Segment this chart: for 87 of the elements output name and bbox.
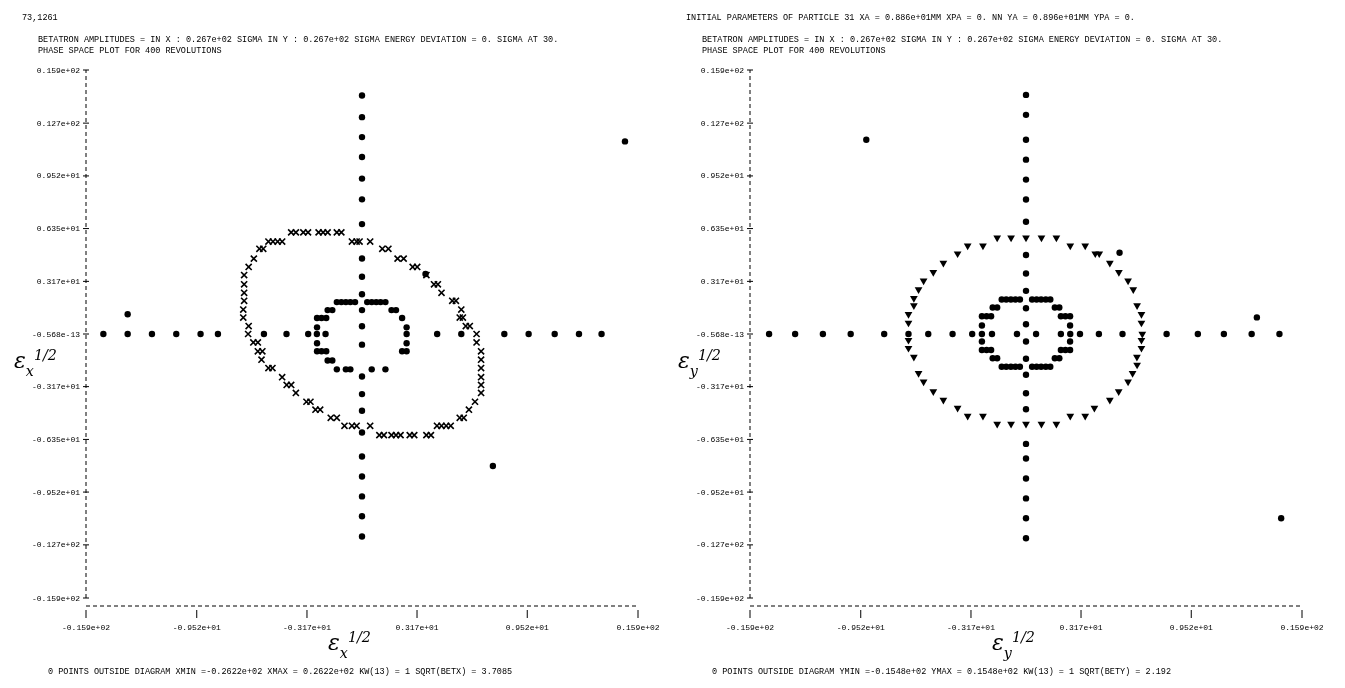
- y-tick-label: -0.127e+02: [31, 540, 81, 550]
- y-tick-label: 0.159e+02: [700, 65, 745, 75]
- point: [993, 235, 1002, 243]
- point: [914, 287, 923, 294]
- x-tick-label: -0.159e+02: [61, 623, 111, 632]
- point: [979, 413, 987, 421]
- y-tick-label: -0.635e+01: [695, 434, 745, 444]
- y-tick-label: 0.317e+01: [36, 276, 81, 286]
- y-tick-label: 0.635e+01: [36, 224, 81, 234]
- x-tick-label: 0.317e+01: [1059, 623, 1103, 632]
- point: [904, 312, 913, 319]
- point: [1137, 337, 1146, 345]
- x-tick-label: 0.952e+01: [505, 623, 550, 632]
- point: [904, 320, 913, 328]
- point: [909, 354, 918, 362]
- x-tick-label: 0.159e+02: [616, 623, 660, 632]
- point: [993, 421, 1002, 429]
- point: [1081, 243, 1090, 251]
- y-tick-label: -0.127e+02: [695, 540, 745, 550]
- point: [963, 413, 972, 421]
- x-tick-label: 0.952e+01: [1169, 623, 1214, 632]
- y-tick-label: 0.127e+02: [700, 118, 745, 128]
- chart-subtitle: PHASE SPACE PLOT FOR 400 REVOLUTIONS: [38, 46, 222, 56]
- x-tick-label: 0.159e+02: [1280, 623, 1324, 632]
- point: [1037, 421, 1046, 429]
- point: [1022, 421, 1030, 429]
- y-tick-label: 0.952e+01: [700, 171, 745, 181]
- point: [904, 345, 913, 353]
- point: [963, 243, 972, 251]
- x-tick-label: -0.317e+01: [946, 623, 996, 632]
- point: [1052, 421, 1061, 429]
- y-tick-label: 0.159e+02: [36, 65, 81, 75]
- x-tick-label: -0.952e+01: [836, 623, 885, 632]
- point: [1128, 371, 1137, 378]
- y-tick-label: -0.635e+01: [31, 434, 81, 444]
- y-tick-label: -0.952e+01: [695, 487, 745, 497]
- point: [909, 303, 918, 311]
- x-tick-label: -0.159e+02: [725, 623, 775, 632]
- y-tick-label: -0.159e+02: [31, 593, 81, 603]
- point: [1007, 235, 1015, 243]
- point: [1133, 303, 1141, 311]
- y-tick-label: 0.952e+01: [36, 171, 81, 181]
- y-tick-label: 0.127e+02: [36, 118, 81, 128]
- y-tick-label: -0.568e-13: [31, 329, 81, 339]
- x-tick-label: 0.317e+01: [395, 623, 439, 632]
- y-tick-label: -0.952e+01: [31, 487, 81, 497]
- point: [1105, 260, 1114, 268]
- point: [1137, 312, 1146, 319]
- point: [1052, 235, 1061, 243]
- x-tick-label: -0.952e+01: [172, 623, 221, 632]
- point: [929, 389, 938, 396]
- point: [929, 270, 938, 277]
- text: 0 POINTS OUTSIDE DIAGRAM XMIN =-0.2622e+02 XMAX = 0.2622e+02 KW(13) = 1 SQRT(BETX) = 3.7085: [48, 667, 513, 677]
- point: [1129, 287, 1138, 294]
- point: [1124, 278, 1132, 286]
- point: [919, 278, 928, 286]
- y-tick-label: -0.317e+01: [31, 382, 81, 392]
- point: [1007, 421, 1015, 429]
- text: INITIAL PARAMETERS OF PARTICLE 31 XA = 0.886e+01MM XPA = 0. NN YA = 0.896e+01MM YPA = 0.: [686, 13, 1135, 23]
- point: [1022, 235, 1030, 243]
- text: 73,1261: [22, 13, 58, 23]
- point: [1137, 345, 1146, 353]
- point: [1066, 243, 1075, 251]
- point: [1090, 405, 1099, 413]
- point: [953, 251, 962, 259]
- point: [979, 243, 987, 251]
- point: [1095, 251, 1104, 259]
- point: [953, 405, 962, 413]
- point: [909, 296, 918, 303]
- y-tick-label: -0.317e+01: [695, 382, 745, 392]
- point: [1114, 389, 1123, 396]
- chart-title: BETATRON AMPLITUDES = IN X : 0.267e+02 SIGMA IN Y : 0.267e+02 SIGMA ENERGY DEVIATION = 0. SIGMA AT 30.: [38, 35, 559, 45]
- point: [1138, 331, 1147, 339]
- chart-subtitle: PHASE SPACE PLOT FOR 400 REVOLUTIONS: [702, 46, 886, 56]
- y-tick-label: 0.635e+01: [700, 224, 745, 234]
- point: [1066, 413, 1075, 421]
- point: [1081, 413, 1090, 421]
- chart-title: BETATRON AMPLITUDES = IN X : 0.267e+02 SIGMA IN Y : 0.267e+02 SIGMA ENERGY DEVIATION = 0. SIGMA AT 30.: [702, 35, 1223, 45]
- point: [1037, 235, 1046, 243]
- y-tick-label: 0.317e+01: [700, 276, 745, 286]
- y-tick-label: -0.159e+02: [695, 593, 745, 603]
- y-tick-label: -0.568e-13: [695, 329, 745, 339]
- point: [914, 371, 923, 378]
- point: [904, 337, 913, 345]
- point: [1114, 270, 1123, 277]
- x-tick-label: -0.317e+01: [282, 623, 332, 632]
- text: 0 POINTS OUTSIDE DIAGRAM YMIN =-0.1548e+02 YMAX = 0.1548e+02 KW(13) = 1 SQRT(BETY) = 2.192: [712, 667, 1172, 677]
